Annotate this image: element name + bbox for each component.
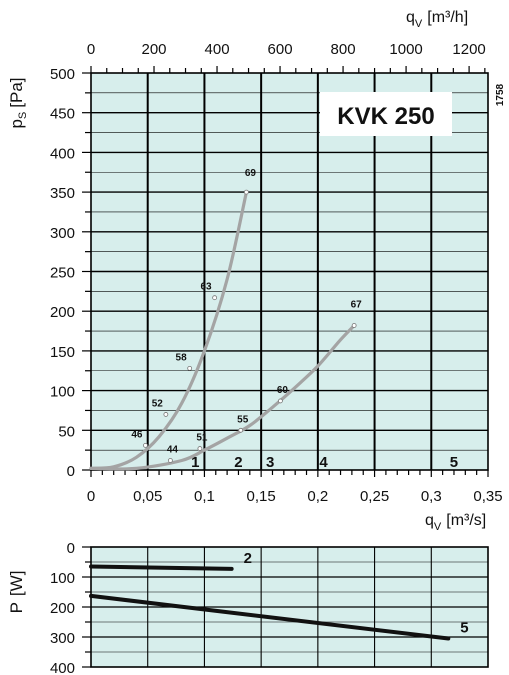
y-tick-label: 350 <box>50 185 75 202</box>
x2-tick-label: 1000 <box>389 41 422 58</box>
y-tick-label: 100 <box>50 384 75 401</box>
x-tick-label: 0,25 <box>360 488 389 505</box>
y-tick-label: 150 <box>50 344 75 361</box>
sound-level-label: 46 <box>131 429 143 440</box>
y-tick-label: 400 <box>50 660 75 675</box>
speed-zone-label: 3 <box>266 454 274 471</box>
x-tick-label: 0,2 <box>307 488 328 505</box>
power-line-label: 5 <box>460 620 468 637</box>
curve-point-marker <box>167 458 173 463</box>
sound-level-label: 63 <box>201 282 213 293</box>
speed-zone-label: 2 <box>234 454 242 471</box>
y-tick-label: 200 <box>50 304 75 321</box>
x2-tick-label: 200 <box>142 41 167 58</box>
curve-point-marker <box>212 295 218 301</box>
speed-zone-label: 1 <box>191 454 199 471</box>
y-tick-label: 0 <box>67 540 75 557</box>
y-tick-label: 50 <box>58 423 75 440</box>
y-tick-label: 300 <box>50 225 75 242</box>
curve-point-marker <box>187 365 193 371</box>
fan-curve-1 <box>89 190 248 470</box>
power-line-label: 2 <box>244 550 252 567</box>
title-box <box>320 92 452 136</box>
sound-level-label: 44 <box>167 444 179 455</box>
curve-point-marker <box>163 412 169 417</box>
speed-zone-label: 5 <box>450 454 458 471</box>
x-tick-label: 0,05 <box>133 488 162 505</box>
curve-point-marker <box>238 427 244 433</box>
y-tick-label: 300 <box>50 630 75 647</box>
x-tick-label: 0,35 <box>473 488 502 505</box>
power-line-2 <box>89 564 234 571</box>
x-axis-label: qV [m³/s] <box>425 512 486 533</box>
sound-level-label: 69 <box>245 168 257 179</box>
sound-level-label: 60 <box>277 385 289 396</box>
y-axis-label: pS[Pa] <box>7 77 29 128</box>
side-code: 1758 <box>495 83 506 106</box>
sound-level-label: 58 <box>176 352 188 363</box>
sound-level-label: 67 <box>351 299 363 310</box>
curve-point-marker <box>278 398 283 404</box>
curve-point-marker <box>143 442 148 448</box>
y-tick-label: 100 <box>50 570 75 587</box>
curve-point-marker <box>197 446 203 451</box>
curve-point-marker <box>243 189 249 195</box>
fan-curve-2 <box>89 323 356 471</box>
x2-axis-label: qV [m³/h] <box>406 9 468 30</box>
sound-level-label: 52 <box>152 398 164 409</box>
lower-chart-marks: 25 <box>89 550 469 641</box>
speed-zone-label: 4 <box>319 454 328 471</box>
sound-level-label: 55 <box>237 414 249 425</box>
x2-tick-label: 0 <box>87 41 95 58</box>
power-line-5 <box>89 593 451 641</box>
x-tick-label: 0,15 <box>247 488 276 505</box>
x-tick-label: 0,1 <box>194 488 215 505</box>
x2-tick-label: 600 <box>268 41 293 58</box>
y-tick-label: 0 <box>67 463 75 480</box>
sound-level-label: 51 <box>196 433 208 444</box>
x2-tick-label: 400 <box>205 41 230 58</box>
x2-tick-label: 1200 <box>452 41 485 58</box>
y-tick-label: 450 <box>50 106 75 123</box>
x-tick-label: 0 <box>87 488 95 505</box>
x2-tick-label: 800 <box>331 41 356 58</box>
y-tick-label: 500 <box>50 66 75 83</box>
y-tick-label: 200 <box>50 600 75 617</box>
curve-point-marker <box>351 323 357 328</box>
chart-title: KVK 250 <box>337 103 434 130</box>
y-tick-label: 400 <box>50 145 75 162</box>
upper-chart-marks: 46 52 58 63 69 44 51 55 60 67 1 2 3 4 5 KVK 250 <box>89 92 458 471</box>
y-tick-label: 250 <box>50 265 75 282</box>
power-axis-label: P[W] <box>7 571 26 614</box>
x-tick-label: 0,3 <box>421 488 442 505</box>
